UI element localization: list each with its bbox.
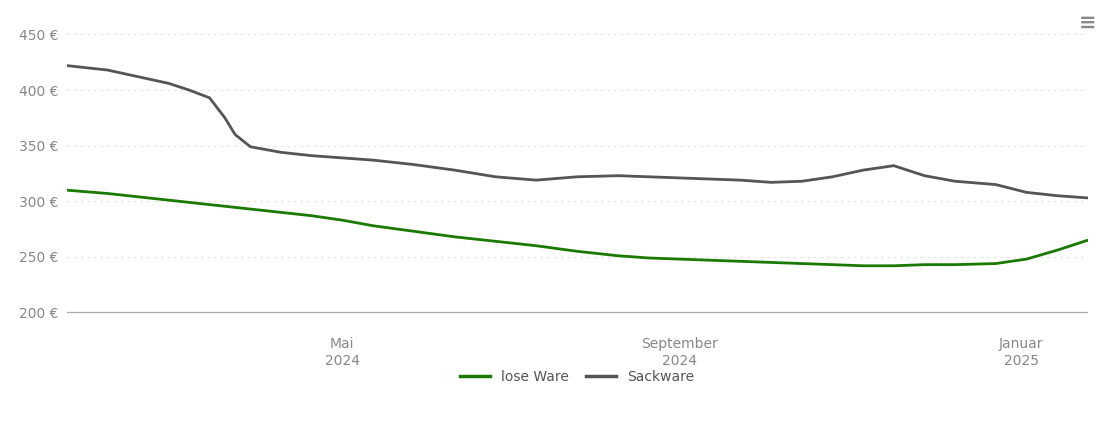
Text: ≡: ≡ [1079, 13, 1097, 32]
Legend: lose Ware, Sackware: lose Ware, Sackware [454, 365, 700, 390]
